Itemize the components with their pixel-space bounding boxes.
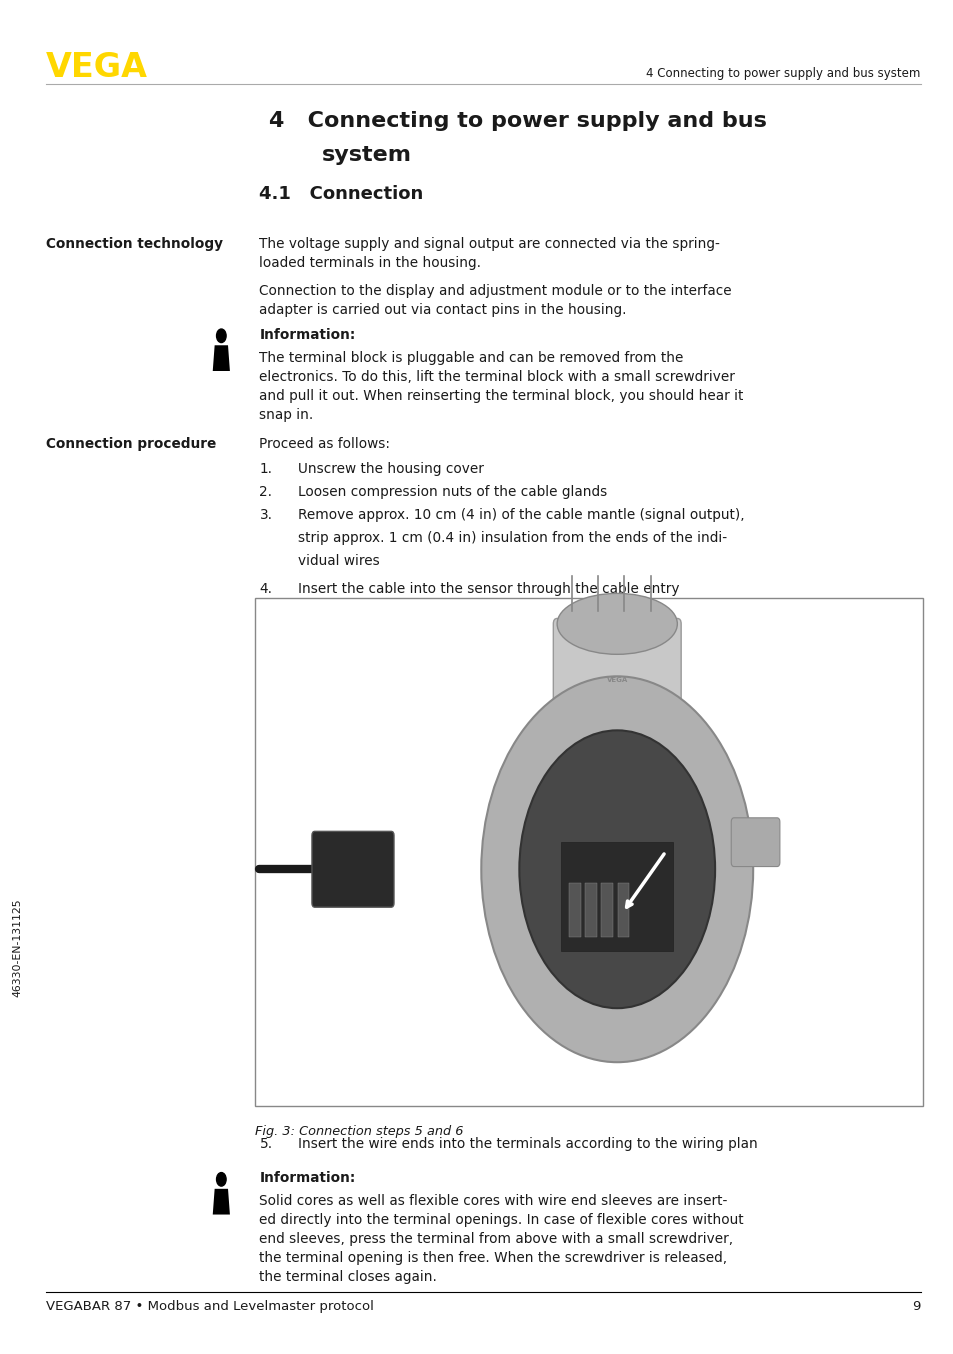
Text: Remove approx. 10 cm (4 in) of the cable mantle (signal output),: Remove approx. 10 cm (4 in) of the cable… — [297, 508, 743, 521]
Text: 4 Connecting to power supply and bus system: 4 Connecting to power supply and bus sys… — [645, 66, 920, 80]
FancyBboxPatch shape — [560, 842, 672, 951]
Circle shape — [216, 1173, 226, 1186]
Text: Information:: Information: — [259, 1171, 355, 1185]
FancyBboxPatch shape — [731, 818, 780, 867]
Text: Connection to the display and adjustment module or to the interface
adapter is c: Connection to the display and adjustment… — [259, 284, 731, 317]
Text: 4   Connecting to power supply and bus: 4 Connecting to power supply and bus — [269, 111, 766, 131]
Ellipse shape — [557, 593, 677, 654]
Text: Insert the wire ends into the terminals according to the wiring plan: Insert the wire ends into the terminals … — [297, 1137, 757, 1151]
FancyBboxPatch shape — [254, 598, 922, 1106]
Text: Proceed as follows:: Proceed as follows: — [259, 437, 390, 451]
Text: 5.: 5. — [259, 1137, 273, 1151]
Circle shape — [216, 329, 226, 343]
Text: The voltage supply and signal output are connected via the spring-
loaded termin: The voltage supply and signal output are… — [259, 237, 720, 269]
Text: 1.: 1. — [259, 462, 273, 475]
Text: Solid cores as well as flexible cores with wire end sleeves are insert-
ed direc: Solid cores as well as flexible cores wi… — [259, 1194, 743, 1284]
Text: The terminal block is pluggable and can be removed from the
electronics. To do t: The terminal block is pluggable and can … — [259, 351, 743, 421]
FancyBboxPatch shape — [585, 883, 597, 937]
Polygon shape — [213, 345, 230, 371]
Text: strip approx. 1 cm (0.4 in) insulation from the ends of the indi-: strip approx. 1 cm (0.4 in) insulation f… — [297, 531, 726, 544]
FancyBboxPatch shape — [618, 883, 629, 937]
Circle shape — [518, 730, 715, 1009]
Text: Connection technology: Connection technology — [46, 237, 223, 250]
Circle shape — [480, 676, 753, 1062]
Text: Insert the cable into the sensor through the cable entry: Insert the cable into the sensor through… — [297, 582, 679, 596]
Text: 2.: 2. — [259, 485, 273, 498]
FancyBboxPatch shape — [312, 831, 394, 907]
Text: VEGA: VEGA — [46, 51, 148, 84]
Text: 4.: 4. — [259, 582, 273, 596]
FancyBboxPatch shape — [600, 883, 613, 937]
Text: Information:: Information: — [259, 328, 355, 341]
Text: vidual wires: vidual wires — [297, 554, 379, 567]
Text: system: system — [321, 145, 411, 165]
Text: Loosen compression nuts of the cable glands: Loosen compression nuts of the cable gla… — [297, 485, 606, 498]
Polygon shape — [213, 1189, 230, 1215]
Text: VEGABAR 87 • Modbus and Levelmaster protocol: VEGABAR 87 • Modbus and Levelmaster prot… — [46, 1300, 374, 1313]
FancyBboxPatch shape — [553, 619, 680, 833]
Text: 3.: 3. — [259, 508, 273, 521]
FancyBboxPatch shape — [568, 883, 579, 937]
Text: VEGA: VEGA — [606, 677, 627, 682]
Text: 46330-EN-131125: 46330-EN-131125 — [12, 899, 22, 997]
Text: Connection procedure: Connection procedure — [46, 437, 215, 451]
Text: 4.1   Connection: 4.1 Connection — [259, 185, 423, 203]
Text: 9: 9 — [911, 1300, 920, 1313]
Text: Fig. 3: Connection steps 5 and 6: Fig. 3: Connection steps 5 and 6 — [254, 1125, 463, 1139]
Text: Unscrew the housing cover: Unscrew the housing cover — [297, 462, 483, 475]
